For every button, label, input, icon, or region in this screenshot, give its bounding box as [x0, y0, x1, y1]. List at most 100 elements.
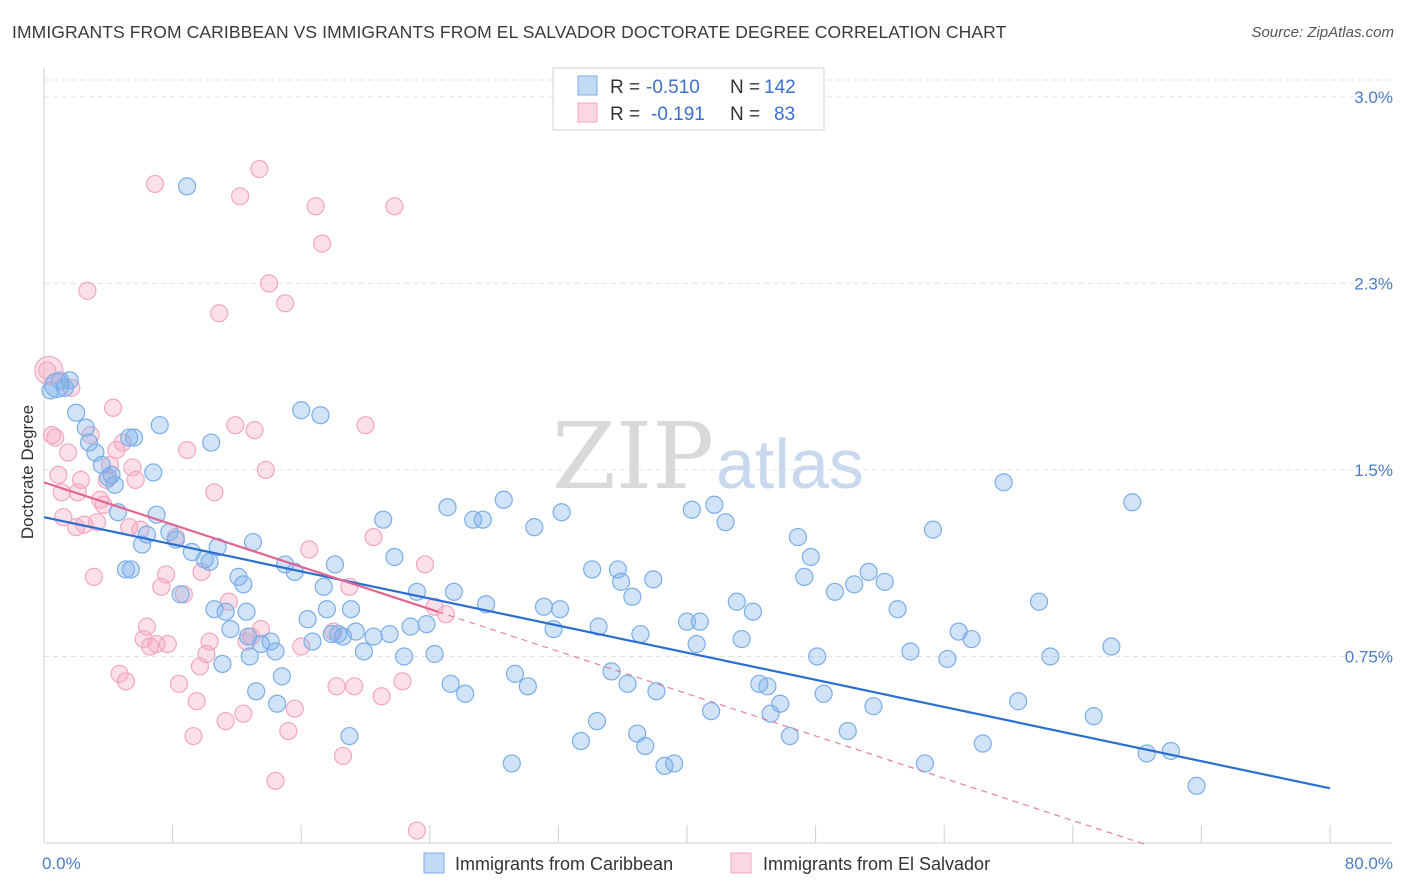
- point-el-salvador: [126, 470, 145, 489]
- point-caribbean: [583, 560, 602, 579]
- point-caribbean: [534, 597, 554, 616]
- point-caribbean: [364, 627, 383, 646]
- grid-lines: [44, 79, 1392, 657]
- point-el-salvador: [364, 527, 383, 547]
- point-caribbean: [441, 674, 460, 693]
- point-caribbean: [205, 600, 224, 619]
- point-el-salvador: [285, 699, 304, 718]
- point-caribbean: [1102, 637, 1121, 656]
- point-el-salvador: [393, 672, 412, 691]
- y-tick-label: 0.75%: [1345, 647, 1393, 666]
- legend-n-label: N =: [730, 104, 760, 125]
- point-caribbean: [623, 587, 642, 606]
- point-el-salvador: [292, 637, 311, 656]
- point-el-salvador: [256, 460, 275, 480]
- point-el-salvador: [250, 159, 269, 179]
- point-el-salvador: [205, 483, 224, 502]
- point-caribbean: [322, 624, 341, 644]
- point-caribbean: [394, 647, 414, 666]
- point-caribbean: [216, 602, 235, 621]
- watermark: ZIP atlas: [552, 403, 864, 510]
- point-caribbean: [317, 600, 337, 619]
- point-el-salvador: [169, 674, 189, 693]
- trend-line-el-salvador-extension: [437, 611, 1146, 845]
- point-caribbean: [825, 582, 844, 601]
- point-el-salvador: [333, 746, 353, 766]
- point-caribbean: [665, 754, 684, 773]
- point-caribbean: [456, 684, 475, 703]
- point-caribbean: [438, 498, 457, 517]
- point-el-salvador: [116, 672, 136, 691]
- point-caribbean: [234, 575, 253, 594]
- point-caribbean: [962, 629, 981, 649]
- point-el-salvador: [231, 187, 250, 206]
- point-el-salvador: [157, 565, 176, 584]
- point-caribbean: [325, 555, 345, 574]
- point-caribbean: [60, 371, 79, 390]
- point-caribbean: [1029, 592, 1049, 611]
- point-caribbean: [494, 490, 513, 509]
- point-caribbean: [518, 677, 537, 696]
- point-caribbean: [200, 552, 219, 572]
- point-caribbean: [266, 642, 285, 661]
- point-caribbean: [102, 465, 121, 485]
- point-caribbean: [801, 547, 820, 567]
- point-caribbean: [380, 624, 399, 644]
- legend-r-value: -0.510: [646, 77, 700, 98]
- point-el-salvador: [187, 692, 206, 711]
- point-caribbean: [647, 682, 666, 701]
- point-caribbean: [303, 632, 322, 651]
- legend-swatch-el-salvador: [577, 102, 598, 123]
- point-caribbean: [552, 503, 571, 522]
- point-caribbean: [505, 664, 525, 683]
- point-caribbean: [743, 602, 763, 621]
- point-caribbean: [571, 731, 591, 751]
- point-el-salvador: [200, 632, 219, 651]
- y-tick-label: 2.3%: [1354, 274, 1393, 293]
- point-caribbean: [938, 649, 957, 669]
- point-caribbean: [690, 612, 709, 631]
- point-caribbean: [677, 612, 697, 631]
- point-el-salvador: [436, 605, 455, 624]
- x-tick-labels: 0.0% 80.0%: [42, 854, 1393, 873]
- point-caribbean: [314, 577, 333, 596]
- point-caribbean: [79, 433, 99, 452]
- point-caribbean: [171, 585, 190, 604]
- point-caribbean: [120, 428, 139, 447]
- point-caribbean: [705, 495, 724, 514]
- point-el-salvador: [177, 440, 197, 460]
- point-caribbean: [41, 381, 60, 400]
- point-el-salvador: [59, 443, 78, 462]
- point-caribbean: [76, 418, 95, 437]
- point-el-salvador: [276, 294, 295, 313]
- point-caribbean: [374, 510, 393, 529]
- point-caribbean: [795, 567, 814, 586]
- point-caribbean: [298, 610, 317, 629]
- point-caribbean: [116, 560, 136, 579]
- point-el-salvador: [158, 634, 177, 654]
- point-el-salvador: [279, 721, 298, 741]
- point-caribbean: [814, 684, 833, 703]
- point-caribbean: [311, 406, 330, 425]
- chart-title: IMMIGRANTS FROM CARIBBEAN VS IMMIGRANTS …: [12, 22, 1007, 42]
- point-caribbean: [923, 520, 943, 539]
- point-caribbean: [202, 433, 221, 452]
- point-caribbean: [340, 726, 359, 746]
- top-legend: R = -0.510 N = 142 R = -0.191 N = 83: [552, 67, 825, 131]
- point-caribbean: [994, 473, 1013, 492]
- point-el-salvador: [356, 416, 375, 435]
- point-caribbean: [261, 632, 280, 651]
- bottom-legend-label-el-salvador: Immigrants from El Salvador: [763, 854, 990, 874]
- point-el-salvador: [46, 428, 65, 447]
- point-caribbean: [687, 634, 706, 654]
- point-caribbean: [631, 624, 650, 644]
- point-el-salvador: [49, 465, 68, 485]
- point-caribbean: [132, 535, 152, 554]
- y-tick-label: 1.5%: [1354, 461, 1393, 480]
- point-caribbean: [915, 754, 935, 773]
- point-caribbean: [732, 629, 751, 649]
- point-el-salvador: [71, 470, 91, 489]
- point-caribbean: [401, 617, 420, 636]
- point-caribbean: [1009, 692, 1028, 711]
- point-el-salvador: [345, 677, 364, 696]
